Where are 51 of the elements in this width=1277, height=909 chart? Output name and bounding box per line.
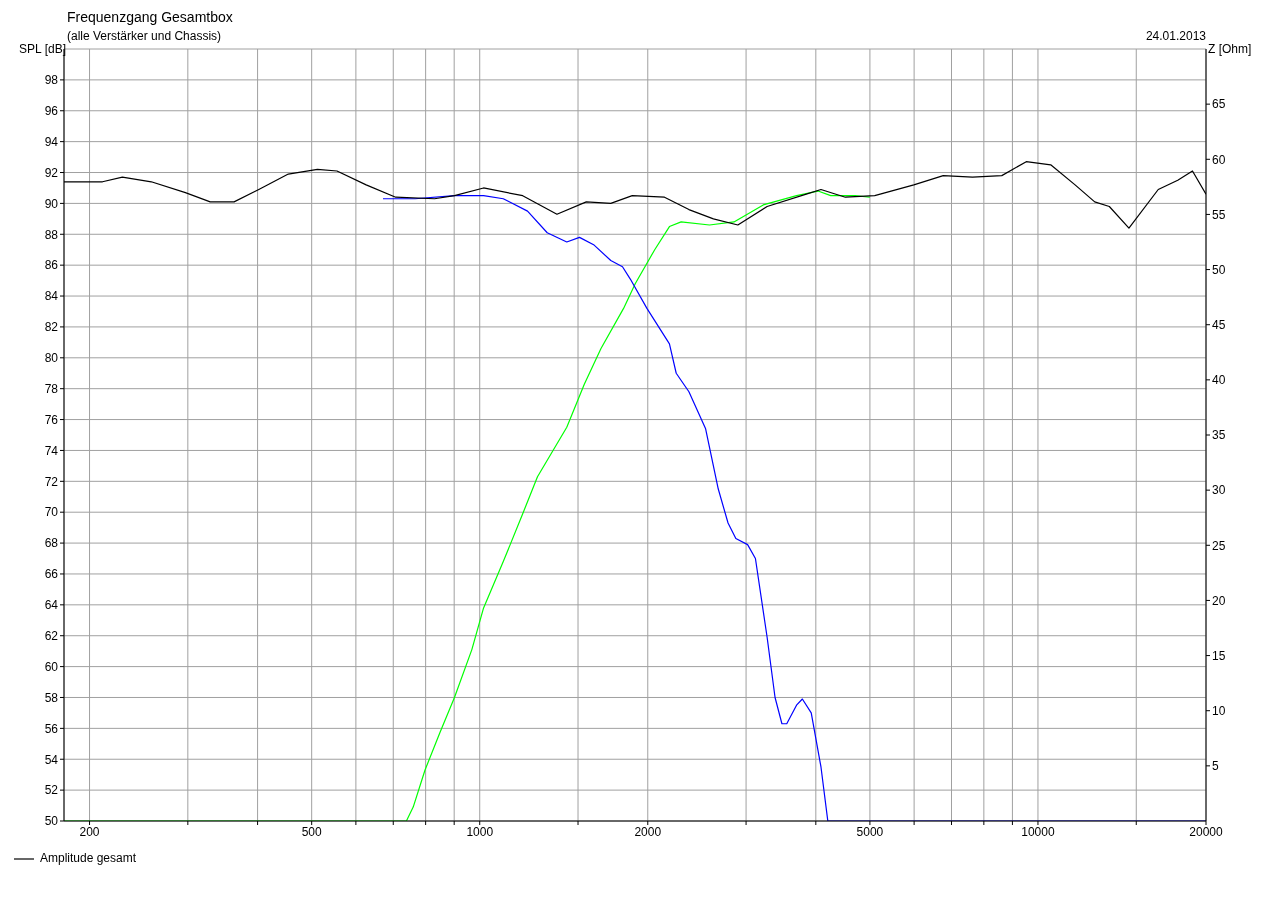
y2-tick-label: 55 (1212, 207, 1226, 222)
y-tick-label: 82 (44, 320, 59, 335)
y-tick-label: 96 (44, 104, 59, 119)
x-tick-label: 1000 (466, 824, 494, 839)
y-tick-label: 88 (44, 227, 59, 242)
y2-tick-label: 50 (1212, 262, 1226, 277)
x-tick-label: 5000 (856, 824, 884, 839)
x-tick-label: 10000 (1021, 824, 1055, 839)
y2-tick-label: 20 (1212, 593, 1226, 608)
y-tick-label: 60 (44, 659, 59, 674)
y-tick-label: 50 (44, 814, 59, 829)
y-tick-label: 74 (44, 443, 59, 458)
y-tick-label: 52 (44, 783, 59, 798)
y2-tick-label: 10 (1212, 703, 1226, 718)
y-tick-label: 76 (44, 412, 59, 427)
y-tick-label: 72 (44, 474, 59, 489)
legend-label: Amplitude gesamt (40, 851, 137, 866)
y-tick-label: 86 (44, 258, 59, 273)
y-tick-label: 62 (44, 628, 59, 643)
x-tick-label: 2000 (634, 824, 662, 839)
y-tick-label: 58 (44, 690, 59, 705)
y-tick-label: 70 (44, 505, 59, 520)
chart-title: Frequenzgang Gesamtbox (67, 9, 233, 25)
y2-tick-label: 30 (1212, 483, 1226, 498)
y-tick-label: 78 (44, 381, 59, 396)
y2-tick-label: 60 (1212, 152, 1226, 167)
y2-tick-label: 45 (1212, 317, 1226, 332)
x-tick-label: 500 (301, 824, 323, 839)
y2-tick-label: 35 (1212, 428, 1226, 443)
y2-tick-label: 65 (1212, 97, 1226, 112)
y-tick-label: 54 (44, 752, 59, 767)
y2-axis-title: Z [Ohm] (1208, 42, 1252, 56)
chart-subtitle: (alle Verstärker und Chassis) (67, 29, 222, 43)
text: 24.01.2013 (1145, 29, 1206, 43)
y2-tick-label: 40 (1212, 373, 1226, 388)
y-tick-label: 84 (44, 289, 59, 304)
y-axis-title: SPL [dB] (19, 42, 66, 56)
y-tick-label: 68 (44, 536, 59, 551)
y2-tick-label: 5 (1212, 759, 1219, 774)
y2-tick-label: 15 (1212, 648, 1226, 663)
y-tick-label: 56 (44, 721, 59, 736)
y-tick-label: 64 (44, 598, 59, 613)
y-tick-label: 98 (44, 73, 59, 88)
y-tick-label: 90 (44, 196, 59, 211)
y-tick-label: 80 (44, 351, 59, 366)
x-tick-label: 200 (79, 824, 100, 839)
x-tick-label: 20000 (1189, 824, 1224, 839)
y2-tick-label: 25 (1212, 538, 1226, 553)
y-tick-label: 92 (44, 165, 59, 180)
y-tick-label: 94 (44, 134, 59, 149)
y-tick-label: 66 (44, 567, 59, 582)
